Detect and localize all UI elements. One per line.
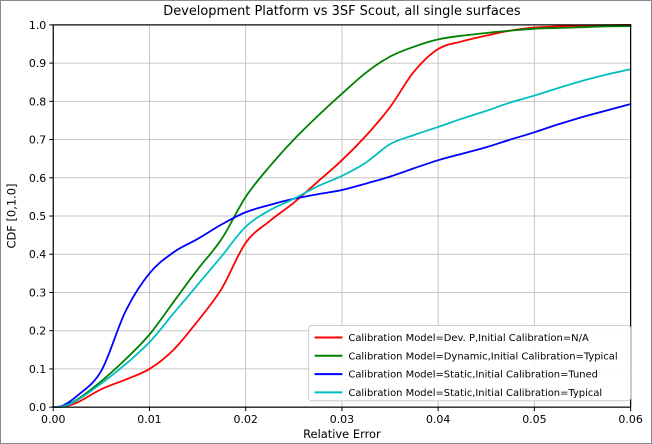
curve-layer <box>52 23 632 409</box>
x-tick-label: 0.00 <box>41 413 65 426</box>
y-tick-label: 0.9 <box>29 57 46 70</box>
chart-title: Development Platform vs 3SF Scout, all s… <box>163 4 521 19</box>
legend: Calibration Model=Dev. P,Initial Calibra… <box>308 325 632 402</box>
curve-static-typical <box>52 68 632 409</box>
curve-static-tuned <box>52 103 632 409</box>
y-tick-label: 0.3 <box>29 286 46 299</box>
y-tick-label: 0.7 <box>29 134 46 147</box>
x-tick-label: 0.05 <box>522 413 546 426</box>
legend-label-static-tuned: Calibration Model=Static,Initial Calibra… <box>348 370 598 381</box>
y-tick-label: 0.5 <box>29 210 46 223</box>
y-tick-label: 0.4 <box>29 248 46 261</box>
y-tick-label: 1.0 <box>29 19 46 32</box>
curve-dev-p-na <box>52 23 632 409</box>
legend-label-static-typical: Calibration Model=Static,Initial Calibra… <box>348 388 602 399</box>
y-tick-label: 0.2 <box>29 325 46 338</box>
y-tick-label: 0.1 <box>29 363 46 376</box>
x-tick-label: 0.02 <box>234 413 258 426</box>
axes-layer: 0.00 0.01 0.02 0.03 0.04 0.05 0.06 0.0 0.1 0.2 0.3… <box>29 19 643 426</box>
legend-label-dynamic-typical: Calibration Model=Dynamic,Initial Calibr… <box>348 351 617 362</box>
y-tick-label: 0.8 <box>29 95 46 108</box>
y-tick-label: 0.0 <box>29 401 46 414</box>
legend-label-dev-p-na: Calibration Model=Dev. P,Initial Calibra… <box>348 333 589 344</box>
legend-box <box>308 325 632 402</box>
x-axis-label: Relative Error <box>303 427 381 441</box>
y-tick-label: 0.6 <box>29 172 46 185</box>
x-tick-label: 0.01 <box>137 413 161 426</box>
curve-dynamic-typical <box>52 25 632 409</box>
y-axis-label: CDF [0,1.0] <box>4 184 18 249</box>
x-tick-label: 0.04 <box>426 413 450 426</box>
x-tick-label: 0.06 <box>618 413 642 426</box>
x-tick-label: 0.03 <box>330 413 354 426</box>
